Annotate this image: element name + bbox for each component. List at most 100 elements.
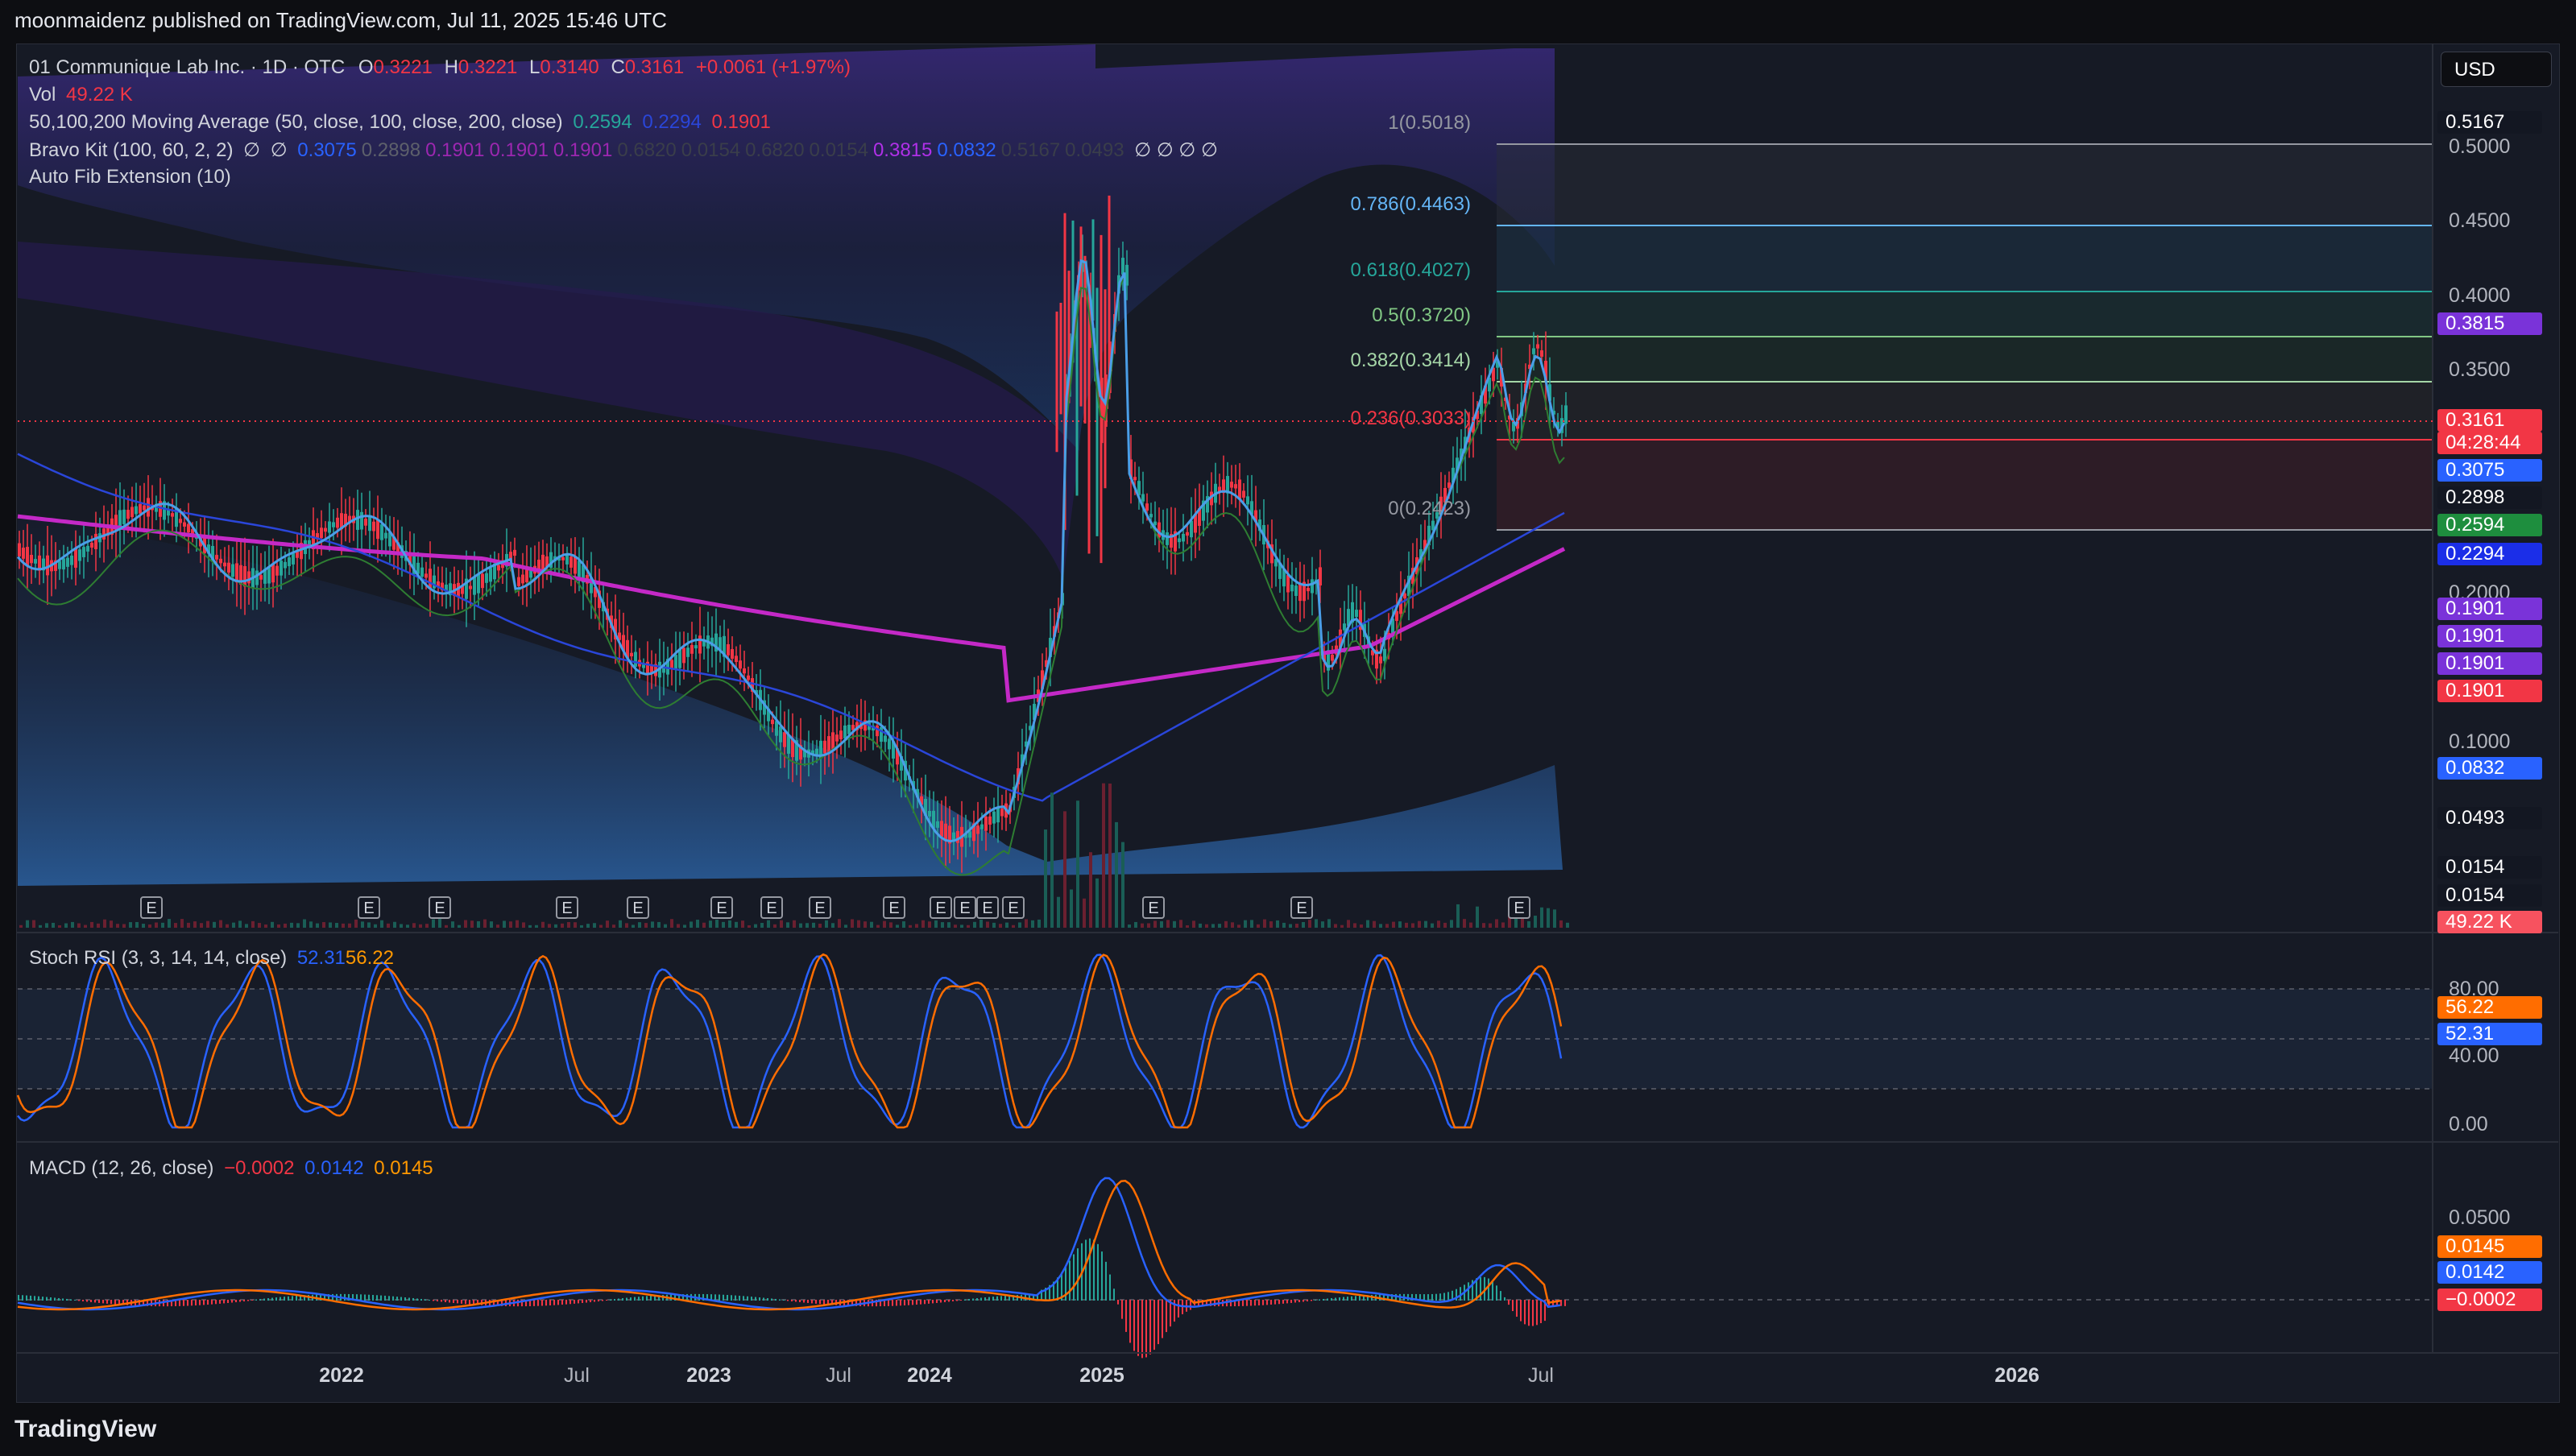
volume-bar [567,921,570,928]
candle-body [135,506,138,515]
macd-hist-bar [368,1294,370,1301]
fib-legend[interactable]: Auto Fib Extension (10) [29,166,231,188]
macd-hist-bar [674,1294,676,1301]
macd-hist-bar [195,1300,197,1306]
close-label: C [611,56,625,78]
candle-body [74,548,77,568]
macd-hist-bar [171,1300,172,1307]
volume-bar [84,924,87,928]
candle-body [565,555,569,565]
earnings-marker-12[interactable]: E [1002,896,1025,919]
candle-body [1476,410,1479,420]
macd-hist-bar [251,1300,253,1301]
stoch-tick-0: 0.00 [2449,1113,2488,1135]
volume-bar [1559,920,1563,928]
bravo-legend[interactable]: Bravo Kit (100, 60, 2, 2) ∅ ∅ 0.3075 0.28… [29,139,1218,162]
macd-hist-bar [1528,1300,1530,1326]
earnings-marker-14[interactable]: E [1290,896,1313,919]
macd-hist-bar [1202,1300,1203,1306]
volume-bar [1147,923,1150,928]
volume-bar [928,921,931,928]
volume-bar [619,920,622,928]
change-value: +0.0061 (+1.97%) [695,56,851,78]
symbol-legend[interactable]: 01 Communique Lab Inc. · 1D · OTC O0.322… [29,56,851,79]
stoch-legend[interactable]: Stoch RSI (3, 3, 14, 14, close) 52.3156.… [29,947,394,970]
macd-hist-bar [743,1296,744,1301]
earnings-marker-2[interactable]: E [429,896,451,919]
macd-hist-bar [118,1300,120,1305]
earnings-marker-3[interactable]: E [556,896,578,919]
volume-bar [992,922,996,928]
macd-hist-bar [90,1300,92,1302]
candle-body [1178,538,1181,543]
macd-hist-bar [320,1294,321,1301]
currency-button[interactable]: USD [2441,52,2552,87]
candle-body [783,732,786,747]
macd-hist-bar [537,1300,539,1306]
candle-body [207,544,210,554]
volume-bar [548,924,551,928]
earnings-marker-5[interactable]: E [710,896,733,919]
candle-body [1238,479,1241,500]
bravo-symbol-1: ∅ [243,139,261,161]
macd-hist-bar [767,1297,768,1301]
candle-body [1355,610,1358,618]
macd-hist-bar [735,1295,736,1301]
earnings-marker-11[interactable]: E [976,896,999,919]
earnings-marker-8[interactable]: E [883,896,905,919]
macd-hist-bar [996,1296,998,1301]
earnings-marker-7[interactable]: E [809,896,831,919]
macd-hist-bar [642,1296,644,1301]
fib-label-3: 0.5(0.3720) [1372,304,1471,326]
earnings-marker-6[interactable]: E [760,896,783,919]
ma-legend[interactable]: 50,100,200 Moving Average (50, close, 10… [29,111,771,134]
candle-body [743,668,746,674]
macd-hist-bar [654,1295,656,1301]
tradingview-logo[interactable]: TradingView [14,1416,157,1442]
candle-body [920,796,923,805]
candle-body [280,560,283,576]
macd-hist-bar [1069,1260,1071,1301]
macd-hist-bar [1560,1300,1562,1306]
candle-body [1137,481,1141,496]
volume-bar [329,922,332,928]
candle-body [1101,400,1104,420]
earnings-marker-4[interactable]: E [627,896,649,919]
volume-bar [206,920,209,928]
earnings-marker-9[interactable]: E [930,896,952,919]
macd-hist-bar [364,1294,366,1301]
macd-legend[interactable]: MACD (12, 26, close) −0.0002 0.0142 0.01… [29,1157,433,1180]
macd-hist-bar [1351,1296,1352,1301]
candle-body [1343,623,1346,631]
volume-bar [902,921,905,928]
volume-bar [574,922,577,928]
stoch-k-tag: 52.31 [2437,1023,2542,1045]
macd-hist-bar [928,1300,930,1304]
candle-body [1097,389,1100,397]
earnings-marker-1[interactable]: E [358,896,380,919]
macd-hist-bar [1294,1300,1296,1303]
candle-body [1452,467,1455,483]
volume-bar [586,924,590,928]
macd-hist-bar [908,1300,909,1305]
macd-hist-bar [1415,1293,1417,1301]
earnings-marker-0[interactable]: E [140,896,163,919]
volume-legend[interactable]: Vol 49.22 K [29,84,133,106]
earnings-marker-15[interactable]: E [1508,896,1530,919]
macd-hist-bar [78,1300,80,1301]
price-tag-7: 0.2294 [2437,543,2542,565]
earnings-marker-10[interactable]: E [954,896,976,919]
volume-bar [1379,924,1382,928]
volume-bar [32,920,35,928]
candle-body [106,524,110,536]
macd-hist-bar [598,1300,599,1302]
candle-body [163,501,166,520]
earnings-marker-13[interactable]: E [1142,896,1165,919]
candle-body [1302,581,1306,602]
macd-hist-bar [1258,1300,1260,1305]
macd-hist-bar [545,1300,547,1306]
volume-bar [1102,783,1105,928]
candle-body [735,656,738,663]
volume-bar [226,924,229,928]
